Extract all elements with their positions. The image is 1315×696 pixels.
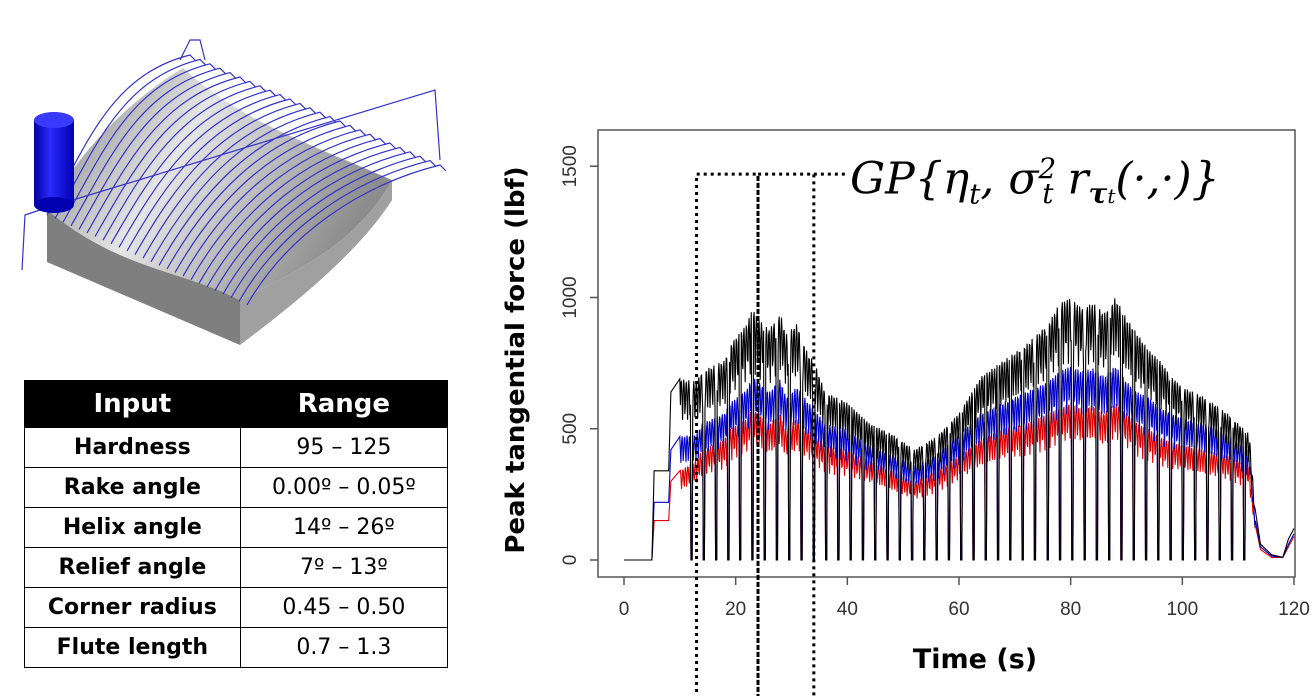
series-layer bbox=[624, 298, 1295, 561]
range-cell: 7º – 13º bbox=[239, 547, 449, 588]
toolpath-line bbox=[198, 137, 387, 284]
toolpath-travel-line bbox=[39, 89, 441, 211]
y-tick-label: 1500 bbox=[560, 145, 581, 187]
gp-sep: , σ bbox=[980, 153, 1039, 205]
x-axis: 0 20 40 60 80 100 120 bbox=[619, 577, 1310, 620]
toolpath-line bbox=[214, 146, 407, 291]
input-cell: Helix angle bbox=[24, 507, 241, 548]
toolpath-line bbox=[166, 120, 347, 270]
toolpath-line bbox=[134, 102, 307, 255]
table-row: Rake angle 0.00º – 0.05º bbox=[24, 467, 449, 508]
toolpath-line bbox=[118, 93, 287, 248]
input-cell: Relief angle bbox=[24, 547, 241, 588]
table-row: Hardness 95 – 125 bbox=[24, 427, 449, 468]
plot-frame bbox=[597, 129, 1296, 578]
toolpath-line bbox=[182, 129, 367, 277]
toolpath-line bbox=[230, 155, 427, 299]
gp-suffix: (·,·)} bbox=[1115, 153, 1220, 205]
window-layer bbox=[695, 172, 848, 696]
range-cell: 95 – 125 bbox=[239, 427, 449, 468]
gp-sub-tau: τt bbox=[1089, 177, 1116, 210]
gp-tau: τ bbox=[1088, 177, 1108, 211]
toolpath-line bbox=[62, 63, 217, 223]
x-tick-label: 80 bbox=[1060, 599, 1081, 620]
y-tick-label: 500 bbox=[560, 413, 581, 445]
block-side-face bbox=[240, 180, 392, 345]
y-tick-label: 1000 bbox=[560, 276, 581, 318]
toolpath-line bbox=[78, 71, 237, 230]
series-black-line bbox=[624, 298, 1295, 561]
x-tick-label: 0 bbox=[619, 599, 630, 620]
input-cell: Flute length bbox=[24, 627, 241, 668]
y-tick-label: 0 bbox=[560, 555, 581, 566]
toolpath-top-edge bbox=[179, 39, 206, 61]
force-chart: 0 20 40 60 80 100 120 0 500 1000 1500 Time (s) Pe… bbox=[501, 129, 1310, 696]
gp-prefix: GP{η bbox=[850, 153, 970, 205]
window-box bbox=[695, 172, 760, 696]
x-tick-label: 20 bbox=[725, 599, 746, 620]
header-input: Input bbox=[24, 380, 241, 428]
x-axis-label: Time (s) bbox=[913, 644, 1037, 675]
block-top-surface bbox=[47, 68, 392, 300]
input-range-table: Input Range Hardness 95 – 125 Rake angle… bbox=[24, 380, 449, 668]
header-range: Range bbox=[239, 380, 449, 428]
table-row: Helix angle 14º – 26º bbox=[24, 507, 449, 548]
toolpath-line bbox=[206, 142, 397, 288]
toolpath-lines bbox=[46, 54, 447, 306]
toolpath-line bbox=[102, 85, 267, 241]
table-row: Corner radius 0.45 – 0.50 bbox=[24, 587, 449, 628]
toolpath-illustration bbox=[21, 39, 447, 345]
input-cell: Rake angle bbox=[24, 467, 241, 508]
gp-sub-t1: t bbox=[969, 177, 981, 211]
gp-r: r bbox=[1053, 153, 1089, 205]
toolpath-line bbox=[126, 98, 297, 252]
toolpath-line bbox=[222, 151, 417, 295]
table-row: Flute length 0.7 – 1.3 bbox=[24, 627, 449, 668]
x-tick-label: 100 bbox=[1166, 599, 1198, 620]
input-cell: Hardness bbox=[24, 427, 241, 468]
toolpath-line bbox=[150, 111, 327, 263]
gp-annotation: GP{ηt, σ2t rτt(·,·)} bbox=[850, 152, 1220, 210]
toolpath-line bbox=[110, 89, 277, 245]
toolpath-line bbox=[158, 115, 337, 266]
range-cell: 14º – 26º bbox=[239, 507, 449, 548]
toolpath-lead-in bbox=[21, 209, 41, 271]
range-cell: 0.45 – 0.50 bbox=[239, 587, 449, 628]
cutter-tool-icon bbox=[34, 112, 74, 213]
table-header-row: Input Range bbox=[24, 380, 449, 428]
toolpath-line bbox=[174, 124, 357, 273]
toolpath-line bbox=[238, 159, 437, 302]
range-cell: 0.00º – 0.05º bbox=[239, 467, 449, 508]
toolpath-line bbox=[70, 67, 227, 227]
block-front-face bbox=[47, 210, 240, 345]
gp-sub-t3: t bbox=[1107, 184, 1116, 209]
toolpath-line bbox=[190, 133, 377, 281]
x-tick-label: 40 bbox=[837, 599, 858, 620]
x-tick-label: 120 bbox=[1278, 599, 1310, 620]
x-tick-label: 60 bbox=[948, 599, 969, 620]
table-row: Relief angle 7º – 13º bbox=[24, 547, 449, 588]
gp-sub-t2: t bbox=[1042, 177, 1054, 211]
y-axis-label: Peak tangential force (lbf) bbox=[501, 166, 531, 553]
gp-sq: 2 bbox=[1038, 152, 1057, 185]
toolpath-line bbox=[142, 107, 317, 259]
range-cell: 0.7 – 1.3 bbox=[239, 627, 449, 668]
y-axis: 0 500 1000 1500 bbox=[560, 145, 598, 565]
toolpath-line bbox=[246, 164, 447, 306]
toolpath-line bbox=[86, 76, 247, 234]
input-cell: Corner radius bbox=[24, 587, 241, 628]
toolpath-line bbox=[94, 80, 257, 237]
